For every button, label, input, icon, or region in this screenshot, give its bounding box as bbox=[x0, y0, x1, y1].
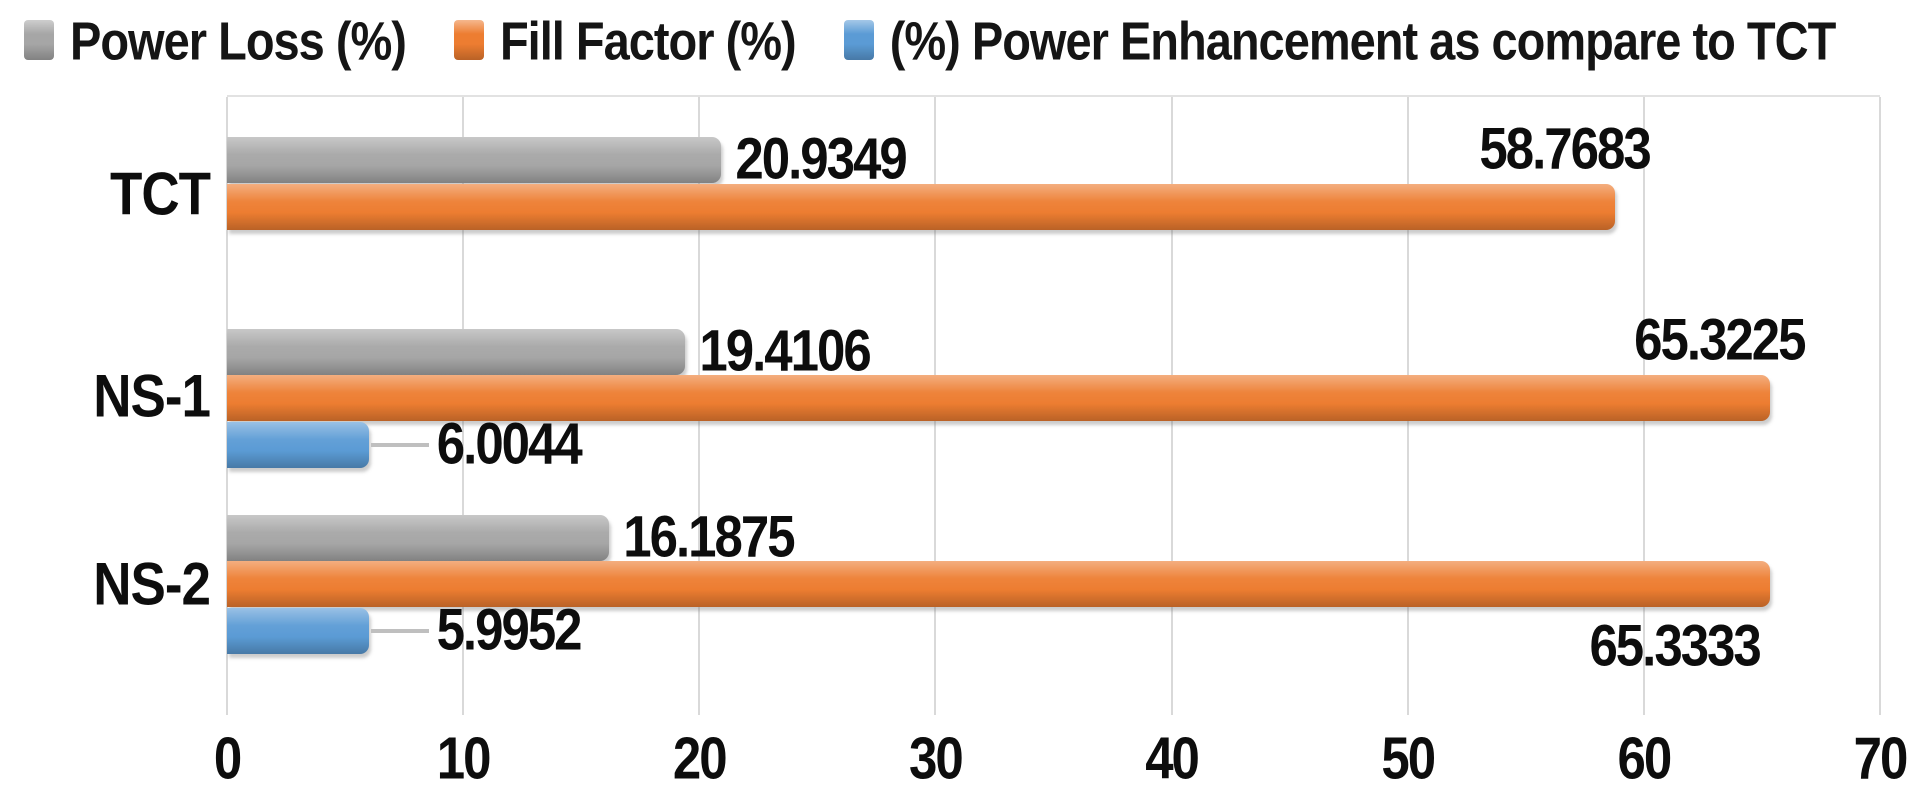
x-tick-label-30: 30 bbox=[909, 725, 964, 792]
gridline-70 bbox=[1879, 97, 1881, 715]
x-tick-label-0: 0 bbox=[213, 725, 242, 792]
category-label-ns-2: NS-2 bbox=[93, 550, 211, 619]
bar-ns-1-power-loss bbox=[227, 329, 686, 375]
legend-label: Fill Factor (%) bbox=[499, 9, 797, 71]
bar-ns-1-fill-factor bbox=[227, 375, 1770, 421]
bar-tct-power-loss bbox=[227, 137, 722, 183]
legend-label: Power Loss (%) bbox=[70, 9, 407, 71]
legend-label: (%) Power Enhancement as compare to TCT bbox=[889, 9, 1837, 71]
x-tick-label-10: 10 bbox=[436, 725, 492, 792]
x-tick-label-50: 50 bbox=[1381, 725, 1436, 792]
bar-ns-1-power-enhancement-as-compare-to-tct bbox=[227, 422, 369, 468]
data-label-leader-line bbox=[370, 629, 429, 633]
legend-swatch-icon bbox=[843, 20, 874, 60]
legend-item-fill-factor: Fill Factor (%) bbox=[453, 10, 797, 70]
data-label-ns-2-fill-factor: 65.3333 bbox=[1589, 612, 1761, 678]
data-label-ns-1-power-loss: 19.4106 bbox=[699, 317, 871, 383]
data-label-ns-2-power-loss: 16.1875 bbox=[623, 503, 795, 569]
x-tick-label-20: 20 bbox=[672, 725, 728, 792]
data-label-ns-1-fill-factor: 65.3225 bbox=[1634, 306, 1806, 372]
bar-ns-2-power-loss bbox=[227, 515, 610, 561]
legend-item-power-enhancement-as-compare-to-tct: (%) Power Enhancement as compare to TCT bbox=[843, 10, 1836, 70]
bar-tct-fill-factor bbox=[227, 184, 1615, 230]
bar-ns-2-fill-factor bbox=[227, 561, 1770, 607]
bar-ns-2-power-enhancement-as-compare-to-tct bbox=[227, 608, 369, 654]
data-label-tct-fill-factor: 58.7683 bbox=[1479, 115, 1651, 181]
category-label-tct: TCT bbox=[109, 160, 211, 229]
legend-item-power-loss: Power Loss (%) bbox=[24, 10, 407, 70]
data-label-leader-line bbox=[370, 443, 429, 447]
x-tick-label-40: 40 bbox=[1145, 725, 1200, 792]
legend: Power Loss (%) Fill Factor (%) (%) Power E… bbox=[24, 10, 1836, 70]
legend-swatch-icon bbox=[453, 20, 484, 60]
legend-swatch-icon bbox=[24, 20, 54, 60]
data-label-tct-power-loss: 20.9349 bbox=[735, 125, 907, 191]
x-tick-label-70: 70 bbox=[1853, 725, 1909, 792]
category-label-ns-1: NS-1 bbox=[93, 362, 211, 431]
x-tick-label-60: 60 bbox=[1617, 725, 1672, 792]
data-label-ns-2-power-enhancement-as-compare-to-tct: 5.9952 bbox=[436, 596, 583, 662]
data-label-ns-1-power-enhancement-as-compare-to-tct: 6.0044 bbox=[436, 410, 583, 476]
plot-area: 20.9349 19.4106 16.1875 58.7683 65.3225 65.33… bbox=[226, 95, 1881, 715]
